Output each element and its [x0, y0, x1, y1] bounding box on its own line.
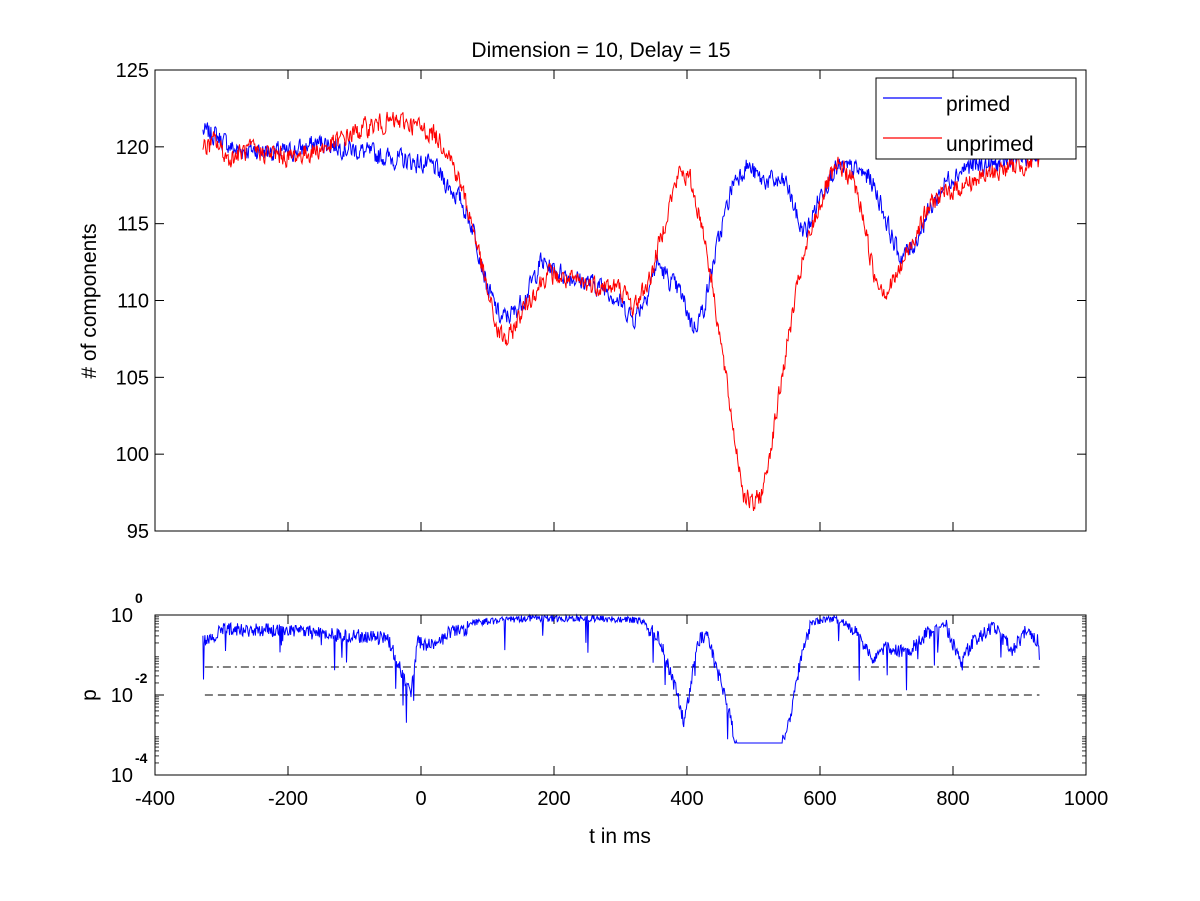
- p-value-line: [202, 613, 1040, 744]
- top-y-tick-label: 125: [116, 60, 149, 82]
- top-y-tick-label: 95: [127, 521, 149, 543]
- top-axes-box: [154, 69, 1087, 532]
- bottom-x-tick-label: 800: [936, 788, 969, 810]
- bottom-x-tick-label: -400: [135, 788, 175, 810]
- bottom-x-tick-label: 400: [670, 788, 703, 810]
- legend-entry-unprimed: unprimed: [946, 133, 1034, 156]
- bottom-y-tick-exponent: -4: [135, 750, 148, 766]
- bottom-x-tick-label: 600: [803, 788, 836, 810]
- bottom-x-axis-label: t in ms: [589, 825, 651, 848]
- bottom-y-tick-base: 10: [111, 765, 133, 787]
- top-y-tick-label: 115: [117, 214, 149, 236]
- top-series-lines: [202, 111, 1040, 512]
- bottom-x-tick-label: 1000: [1064, 788, 1109, 810]
- bottom-y-tick-exponent: -2: [135, 670, 148, 686]
- bottom-x-ticks: -400 -200 0 200 400 600 800 1000: [135, 615, 1108, 810]
- series-line-unprimed: [202, 111, 1040, 512]
- top-y-tick-label: 105: [116, 367, 149, 389]
- bottom-x-tick-label: 0: [415, 788, 426, 810]
- bottom-y-tick-exponent: 0: [135, 590, 143, 606]
- top-y-tick-label: 100: [116, 444, 149, 466]
- bottom-x-tick-label: -200: [268, 788, 308, 810]
- bottom-y-tick-base: 10: [111, 685, 133, 707]
- top-y-axis-label: # of components: [78, 223, 101, 378]
- legend: primed unprimed: [875, 77, 1077, 160]
- bottom-x-tick-label: 200: [537, 788, 570, 810]
- bottom-y-tick-base: 10: [111, 605, 133, 627]
- bottom-series-lines: [202, 613, 1040, 744]
- top-y-tick-label: 120: [116, 137, 149, 159]
- top-chart-title: Dimension = 10, Delay = 15: [471, 39, 730, 62]
- top-panel: Dimension = 10, Delay = 15 95 100 105 110 11…: [78, 39, 1087, 543]
- legend-entry-primed: primed: [946, 93, 1010, 116]
- top-y-tick-label: 110: [117, 291, 149, 313]
- bottom-y-axis-label: p: [78, 689, 101, 701]
- bottom-axes-box: [154, 614, 1087, 776]
- legend-box: [875, 77, 1077, 160]
